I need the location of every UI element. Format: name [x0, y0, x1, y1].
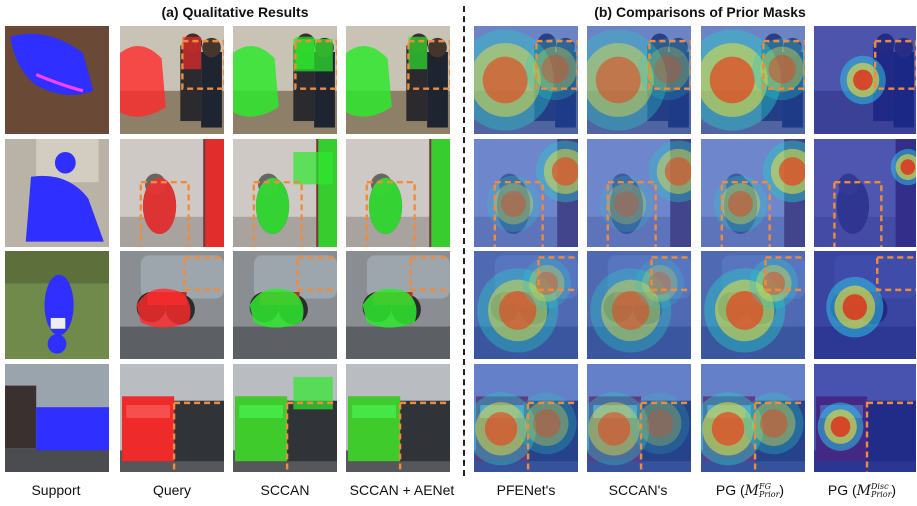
thumbnail-cat-pgfg	[701, 139, 805, 247]
col-label-query: Query	[152, 482, 192, 498]
col-label-pg-fg: PG (M FG Prior)	[715, 482, 785, 500]
col-label-pg-disc: PG (M Disc Prior)	[827, 482, 897, 500]
section-divider	[463, 6, 465, 476]
thumbnail-bus-query	[120, 364, 224, 472]
section-b-title: (b) Comparisons of Prior Masks	[594, 4, 806, 20]
thumbnail-bus-sccan	[233, 364, 337, 472]
thumbnail-horse-pfenet	[474, 26, 578, 134]
thumbnail-bus-aenet	[346, 364, 450, 472]
thumbnail-cat-sccanp	[587, 139, 691, 247]
thumbnail-cat-query	[120, 139, 224, 247]
thumbnail-horse-support	[5, 26, 109, 134]
thumbnail-motorbike-sccanp	[587, 251, 691, 359]
thumbnail-cat-pfenet	[474, 139, 578, 247]
thumbnail-motorbike-sccan	[233, 251, 337, 359]
thumbnail-cat-aenet	[346, 139, 450, 247]
thumbnail-motorbike-pgfg	[701, 251, 805, 359]
section-a-title: (a) Qualitative Results	[161, 4, 309, 20]
thumbnail-horse-sccan	[233, 26, 337, 134]
col-label-support: Support	[31, 482, 81, 498]
col-label-sccan-prior: SCCAN's	[608, 482, 668, 498]
col-label-sccan-aenet: SCCAN + AENet	[349, 482, 455, 498]
thumbnail-horse-sccanp	[587, 26, 691, 134]
thumbnail-cat-support	[5, 139, 109, 247]
thumbnail-motorbike-pgdisc	[814, 251, 916, 359]
thumbnail-horse-aenet	[346, 26, 450, 134]
thumbnail-bus-sccanp	[587, 364, 691, 472]
thumbnail-bus-pfenet	[474, 364, 578, 472]
thumbnail-motorbike-aenet	[346, 251, 450, 359]
thumbnail-motorbike-support	[5, 251, 109, 359]
thumbnail-bus-pgdisc	[814, 364, 916, 472]
thumbnail-bus-support	[5, 364, 109, 472]
thumbnail-motorbike-query	[120, 251, 224, 359]
col-label-sccan: SCCAN	[260, 482, 310, 498]
thumbnail-bus-pgfg	[701, 364, 805, 472]
col-label-pfenet: PFENet's	[496, 482, 556, 498]
thumbnail-cat-pgdisc	[814, 139, 916, 247]
thumbnail-horse-pgdisc	[814, 26, 916, 134]
thumbnail-motorbike-pfenet	[474, 251, 578, 359]
thumbnail-horse-pgfg	[701, 26, 805, 134]
thumbnail-horse-query	[120, 26, 224, 134]
thumbnail-cat-sccan	[233, 139, 337, 247]
